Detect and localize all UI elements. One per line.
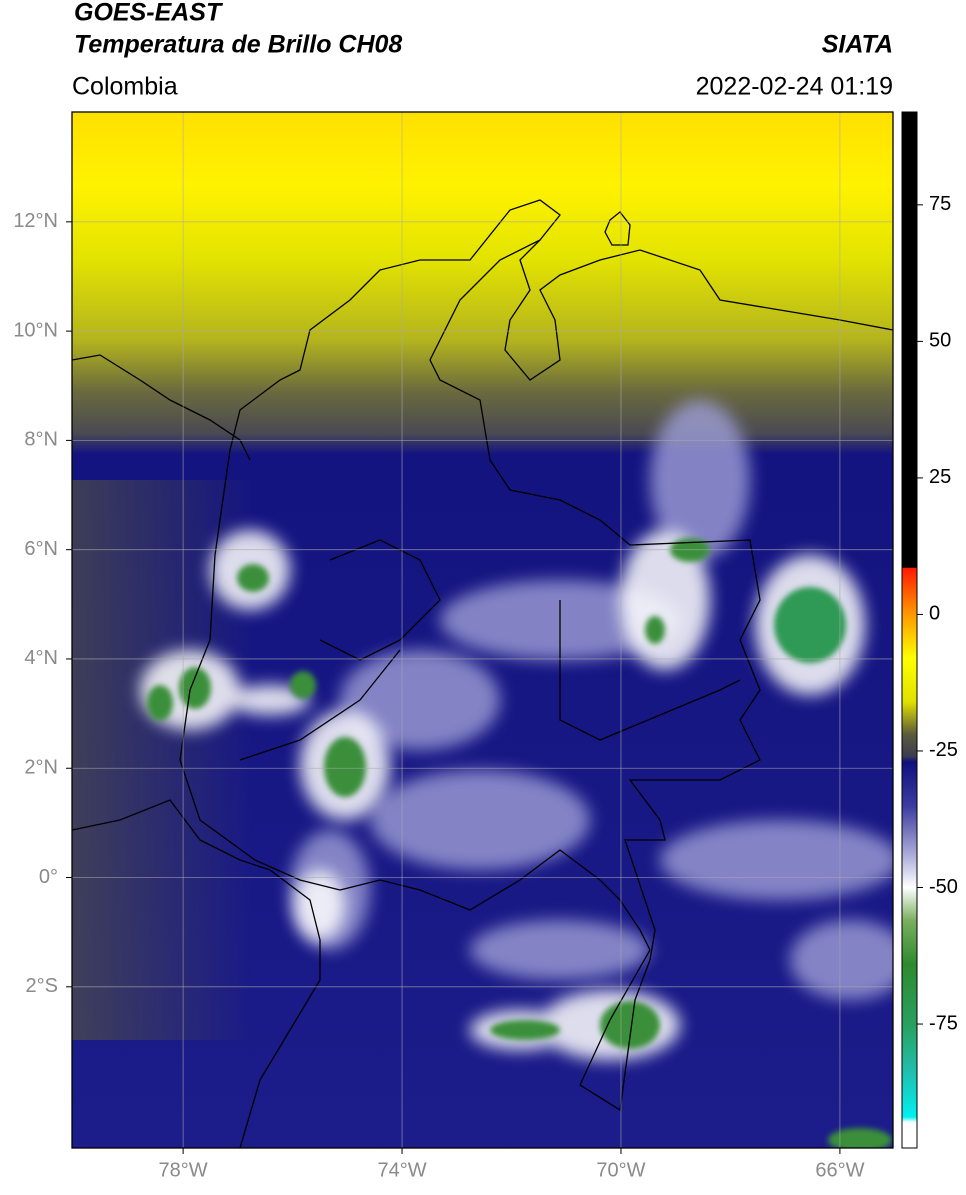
y-tick-label: 2°N xyxy=(24,757,58,779)
source: SIATA xyxy=(822,31,893,59)
x-tick-label: 66°W xyxy=(815,1159,864,1181)
y-tick-label: 2°S xyxy=(26,975,58,997)
borders xyxy=(72,199,893,1148)
colorbar-tick-label: -75 xyxy=(929,1012,958,1034)
x-tick-label: 74°W xyxy=(377,1159,426,1181)
colorbar-tick-label: 50 xyxy=(929,330,951,352)
y-tick-label: 10°N xyxy=(13,319,58,341)
y-tick-label: 12°N xyxy=(13,210,58,232)
map-frame xyxy=(71,111,894,1149)
colorbar xyxy=(901,111,918,1149)
subtitle: Temperatura de Brillo CH08 xyxy=(74,31,402,59)
x-tick-label: 70°W xyxy=(596,1159,645,1181)
region: Colombia xyxy=(72,73,178,101)
x-tick-label: 78°W xyxy=(159,1159,208,1181)
timestamp: 2022-02-24 01:19 xyxy=(696,73,893,101)
colorbar-tick-label: 25 xyxy=(929,466,951,488)
map-image xyxy=(72,112,893,1148)
colorbar-tick-label: -25 xyxy=(929,739,958,761)
grid xyxy=(72,112,893,1148)
y-tick-label: 8°N xyxy=(24,429,58,451)
colorbar-tick-label: 75 xyxy=(929,193,951,215)
colorbar-tick-label: -50 xyxy=(929,876,958,898)
colorbar-tick-label: 0 xyxy=(929,603,940,625)
y-tick-label: 0° xyxy=(39,866,58,888)
y-tick-label: 6°N xyxy=(24,538,58,560)
y-tick-label: 4°N xyxy=(24,647,58,669)
title: GOES-EAST xyxy=(74,0,224,27)
